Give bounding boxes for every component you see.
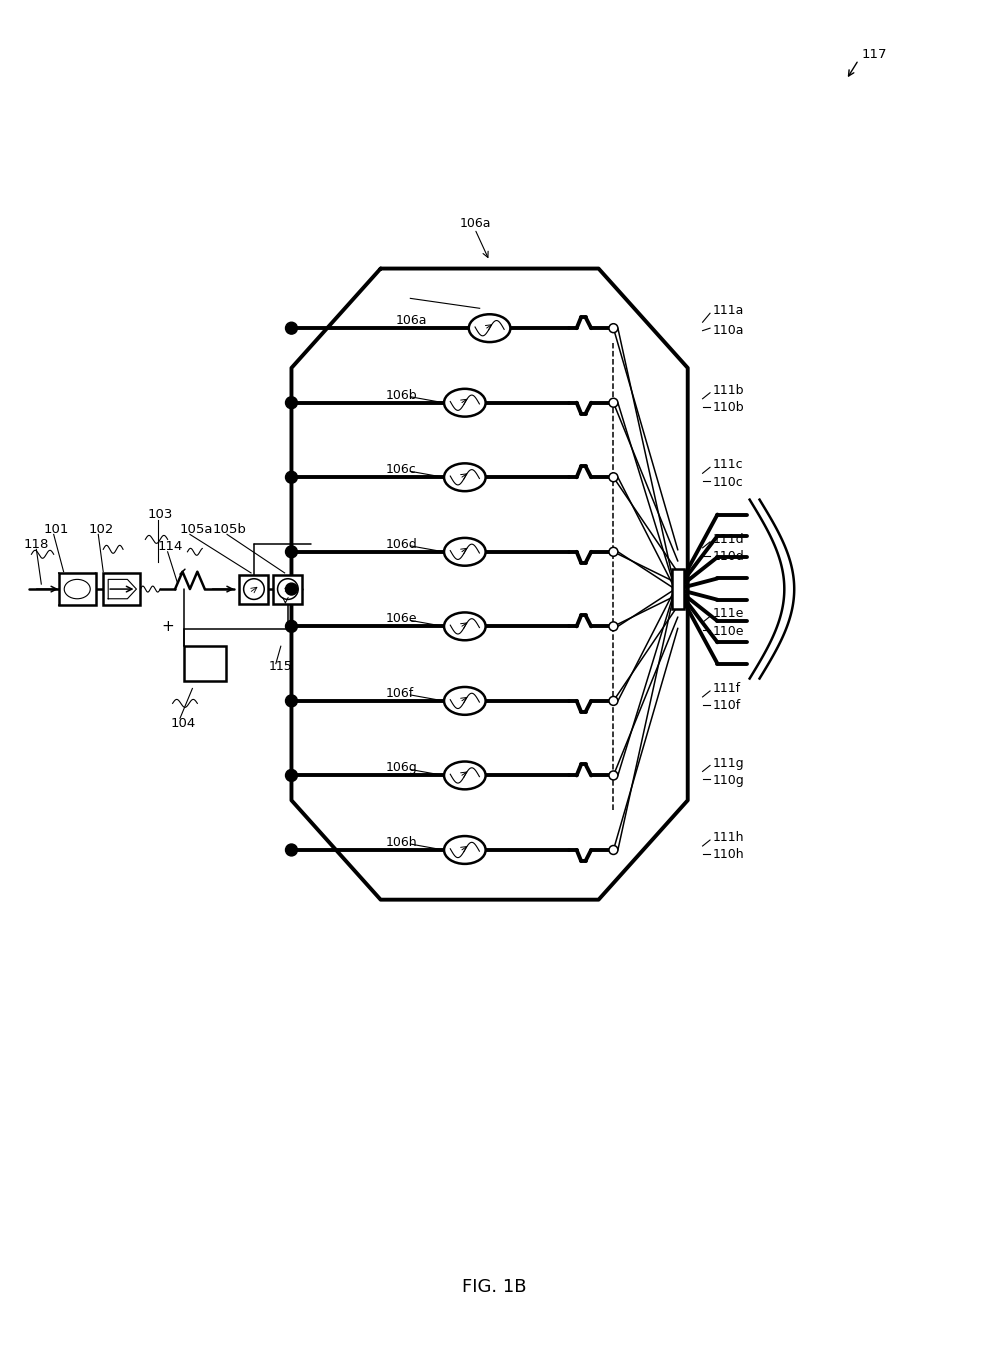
Text: 106c: 106c [386, 463, 417, 477]
Circle shape [286, 322, 298, 335]
Ellipse shape [444, 389, 486, 417]
Bar [184, 646, 226, 682]
Text: FIG. 1B: FIG. 1B [463, 1279, 526, 1296]
Ellipse shape [444, 836, 486, 863]
Circle shape [286, 769, 298, 781]
Circle shape [286, 546, 298, 557]
Text: 110f: 110f [712, 699, 740, 712]
Text: 115: 115 [269, 660, 292, 672]
Text: 106h: 106h [386, 836, 418, 850]
Circle shape [286, 620, 298, 632]
Text: 114: 114 [158, 541, 183, 553]
Text: 105a: 105a [180, 523, 214, 535]
Bar [103, 572, 141, 605]
Circle shape [609, 697, 618, 705]
Text: 101: 101 [44, 523, 69, 535]
Circle shape [286, 396, 298, 408]
Ellipse shape [469, 314, 510, 342]
Text: 106d: 106d [386, 538, 418, 550]
Text: 110c: 110c [712, 475, 743, 489]
Text: 111d: 111d [712, 533, 744, 546]
Ellipse shape [444, 463, 486, 492]
Ellipse shape [444, 612, 486, 641]
Text: 104: 104 [170, 717, 196, 729]
Text: 105b: 105b [212, 523, 246, 535]
Circle shape [244, 579, 265, 600]
Text: 111c: 111c [712, 459, 743, 471]
Circle shape [286, 695, 298, 706]
Bar [672, 570, 683, 609]
Ellipse shape [444, 687, 486, 714]
Bar [59, 572, 96, 605]
Ellipse shape [64, 579, 90, 598]
Text: 106e: 106e [386, 612, 417, 626]
Circle shape [286, 844, 298, 856]
Text: 102: 102 [88, 523, 114, 535]
Circle shape [609, 548, 618, 556]
Text: 111h: 111h [712, 831, 744, 844]
Text: 118: 118 [24, 538, 49, 550]
Text: 110d: 110d [712, 550, 744, 563]
Text: 110b: 110b [712, 402, 744, 414]
Text: 111f: 111f [712, 682, 740, 695]
Text: 106f: 106f [386, 687, 414, 699]
Text: 106b: 106b [386, 389, 418, 402]
Ellipse shape [444, 761, 486, 790]
Circle shape [609, 399, 618, 407]
Text: 111b: 111b [712, 384, 744, 396]
Text: 110g: 110g [712, 775, 744, 787]
Bar [240, 575, 269, 604]
Circle shape [286, 471, 298, 484]
Circle shape [609, 846, 618, 855]
Circle shape [286, 583, 298, 596]
Circle shape [609, 473, 618, 482]
Text: 111a: 111a [712, 305, 744, 317]
Text: 103: 103 [148, 508, 173, 520]
Circle shape [609, 622, 618, 631]
Text: 111e: 111e [712, 608, 744, 620]
Text: 117: 117 [861, 48, 886, 61]
Text: 106a: 106a [460, 217, 492, 231]
Circle shape [278, 579, 298, 600]
Circle shape [609, 770, 618, 780]
Text: 106a: 106a [396, 314, 427, 328]
Circle shape [609, 324, 618, 333]
Text: +: + [161, 619, 174, 634]
Ellipse shape [444, 538, 486, 566]
Text: 106g: 106g [386, 761, 418, 775]
Text: 111g: 111g [712, 757, 744, 769]
Bar [274, 575, 303, 604]
Text: 110e: 110e [712, 624, 744, 638]
Text: 110h: 110h [712, 848, 744, 862]
Text: 110a: 110a [712, 324, 744, 337]
